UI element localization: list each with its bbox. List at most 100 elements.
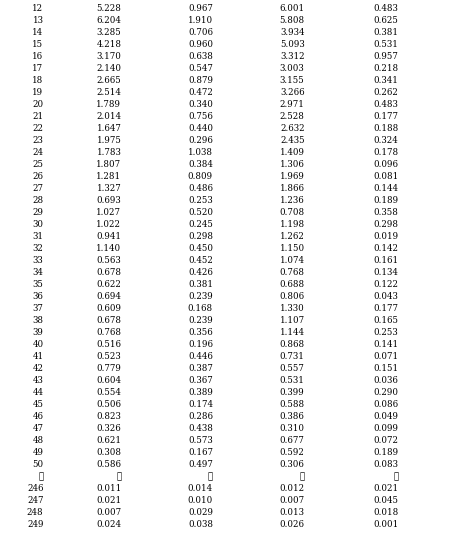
Text: 30: 30 bbox=[33, 220, 44, 229]
Text: 0.239: 0.239 bbox=[188, 316, 213, 325]
Text: 0.134: 0.134 bbox=[374, 268, 398, 277]
Text: 0.694: 0.694 bbox=[97, 292, 121, 301]
Text: 45: 45 bbox=[33, 400, 44, 409]
Text: 1.198: 1.198 bbox=[279, 220, 305, 229]
Text: 38: 38 bbox=[33, 316, 44, 325]
Text: 23: 23 bbox=[33, 136, 44, 145]
Text: 3.170: 3.170 bbox=[97, 52, 121, 61]
Text: 0.756: 0.756 bbox=[188, 112, 213, 121]
Text: 0.326: 0.326 bbox=[97, 424, 121, 433]
Text: ⋮: ⋮ bbox=[300, 472, 305, 481]
Text: 0.286: 0.286 bbox=[188, 412, 213, 421]
Text: 2.435: 2.435 bbox=[280, 136, 305, 145]
Text: 2.971: 2.971 bbox=[280, 100, 305, 109]
Text: 0.012: 0.012 bbox=[279, 484, 305, 493]
Text: 0.014: 0.014 bbox=[188, 484, 213, 493]
Text: 29: 29 bbox=[33, 208, 44, 217]
Text: 0.151: 0.151 bbox=[373, 364, 398, 373]
Text: 0.531: 0.531 bbox=[280, 376, 305, 385]
Text: 0.086: 0.086 bbox=[373, 400, 398, 409]
Text: 0.011: 0.011 bbox=[96, 484, 121, 493]
Text: 1.783: 1.783 bbox=[97, 148, 121, 157]
Text: 0.693: 0.693 bbox=[97, 196, 121, 205]
Text: 36: 36 bbox=[33, 292, 44, 301]
Text: 0.768: 0.768 bbox=[279, 268, 305, 277]
Text: 13: 13 bbox=[33, 16, 44, 25]
Text: 0.621: 0.621 bbox=[96, 436, 121, 445]
Text: 0.239: 0.239 bbox=[188, 292, 213, 301]
Text: 0.007: 0.007 bbox=[279, 496, 305, 505]
Text: 25: 25 bbox=[33, 160, 44, 169]
Text: 1.262: 1.262 bbox=[280, 232, 305, 241]
Text: 28: 28 bbox=[33, 196, 44, 205]
Text: 0.381: 0.381 bbox=[188, 280, 213, 289]
Text: 1.306: 1.306 bbox=[280, 160, 305, 169]
Text: 47: 47 bbox=[33, 424, 44, 433]
Text: 0.516: 0.516 bbox=[96, 340, 121, 349]
Text: 0.310: 0.310 bbox=[279, 424, 305, 433]
Text: 0.483: 0.483 bbox=[374, 4, 398, 13]
Text: 0.189: 0.189 bbox=[373, 448, 398, 457]
Text: 1.330: 1.330 bbox=[280, 304, 305, 313]
Text: ⋮: ⋮ bbox=[208, 472, 213, 481]
Text: 0.387: 0.387 bbox=[188, 364, 213, 373]
Text: 1.910: 1.910 bbox=[188, 16, 213, 25]
Text: 3.312: 3.312 bbox=[280, 52, 305, 61]
Text: 0.306: 0.306 bbox=[280, 460, 305, 469]
Text: 0.588: 0.588 bbox=[279, 400, 305, 409]
Text: 1.022: 1.022 bbox=[96, 220, 121, 229]
Text: 0.021: 0.021 bbox=[373, 484, 398, 493]
Text: 1.789: 1.789 bbox=[96, 100, 121, 109]
Text: 43: 43 bbox=[33, 376, 44, 385]
Text: 49: 49 bbox=[33, 448, 44, 457]
Text: 0.779: 0.779 bbox=[97, 364, 121, 373]
Text: 2.514: 2.514 bbox=[97, 88, 121, 97]
Text: 0.290: 0.290 bbox=[373, 388, 398, 397]
Text: 2.140: 2.140 bbox=[96, 64, 121, 73]
Text: 0.638: 0.638 bbox=[188, 52, 213, 61]
Text: 1.807: 1.807 bbox=[96, 160, 121, 169]
Text: 1.327: 1.327 bbox=[97, 184, 121, 193]
Text: 0.506: 0.506 bbox=[96, 400, 121, 409]
Text: 0.557: 0.557 bbox=[280, 364, 305, 373]
Text: 0.099: 0.099 bbox=[373, 424, 398, 433]
Text: 0.960: 0.960 bbox=[188, 40, 213, 49]
Text: 0.399: 0.399 bbox=[280, 388, 305, 397]
Text: 0.386: 0.386 bbox=[280, 412, 305, 421]
Text: 6.001: 6.001 bbox=[279, 4, 305, 13]
Text: 0.809: 0.809 bbox=[188, 172, 213, 181]
Text: 1.144: 1.144 bbox=[279, 328, 305, 337]
Text: 0.144: 0.144 bbox=[373, 184, 398, 193]
Text: 0.957: 0.957 bbox=[374, 52, 398, 61]
Text: 0.486: 0.486 bbox=[188, 184, 213, 193]
Text: 0.167: 0.167 bbox=[188, 448, 213, 457]
Text: 0.604: 0.604 bbox=[96, 376, 121, 385]
Text: 0.678: 0.678 bbox=[96, 268, 121, 277]
Text: 0.188: 0.188 bbox=[373, 124, 398, 133]
Text: 0.253: 0.253 bbox=[374, 328, 398, 337]
Text: 0.967: 0.967 bbox=[188, 4, 213, 13]
Text: 0.868: 0.868 bbox=[279, 340, 305, 349]
Text: 3.003: 3.003 bbox=[280, 64, 305, 73]
Text: 1.866: 1.866 bbox=[279, 184, 305, 193]
Text: 0.142: 0.142 bbox=[373, 244, 398, 253]
Text: 0.367: 0.367 bbox=[188, 376, 213, 385]
Text: 0.554: 0.554 bbox=[97, 388, 121, 397]
Text: 0.677: 0.677 bbox=[280, 436, 305, 445]
Text: 0.573: 0.573 bbox=[188, 436, 213, 445]
Text: 40: 40 bbox=[33, 340, 44, 349]
Text: 0.340: 0.340 bbox=[188, 100, 213, 109]
Text: 16: 16 bbox=[33, 52, 44, 61]
Text: 1.969: 1.969 bbox=[280, 172, 305, 181]
Text: 2.014: 2.014 bbox=[96, 112, 121, 121]
Text: 0.038: 0.038 bbox=[188, 520, 213, 529]
Text: 0.196: 0.196 bbox=[188, 340, 213, 349]
Text: 2.528: 2.528 bbox=[280, 112, 305, 121]
Text: 0.592: 0.592 bbox=[280, 448, 305, 457]
Text: 0.708: 0.708 bbox=[279, 208, 305, 217]
Text: ⋮: ⋮ bbox=[393, 472, 398, 481]
Text: 50: 50 bbox=[33, 460, 44, 469]
Text: 33: 33 bbox=[33, 256, 44, 265]
Text: 0.341: 0.341 bbox=[374, 76, 398, 85]
Text: 0.768: 0.768 bbox=[96, 328, 121, 337]
